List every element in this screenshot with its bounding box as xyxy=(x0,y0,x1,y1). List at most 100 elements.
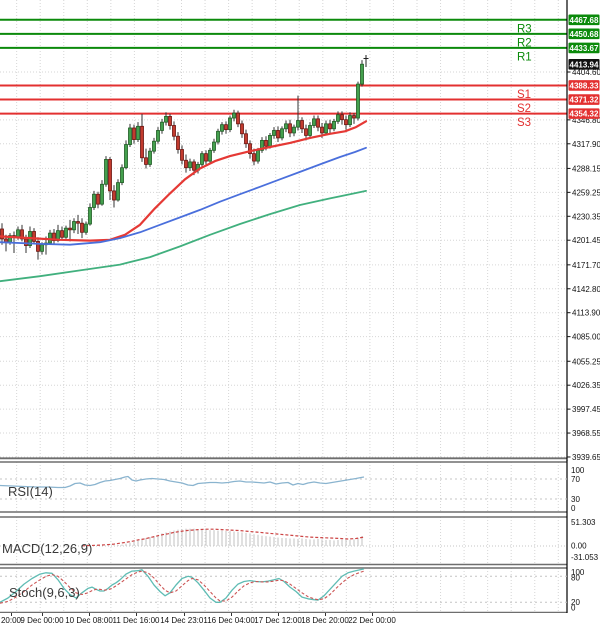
ma-slow-line xyxy=(0,189,367,283)
bear-candle xyxy=(340,114,344,121)
stoch-guides xyxy=(0,575,567,603)
time-axis-label: 9 Dec 00:00 xyxy=(20,616,64,625)
bull-candle xyxy=(208,149,212,162)
time-axis-label: 14 Dec 23:01 xyxy=(160,616,208,625)
bear-candle xyxy=(264,139,268,147)
indicator-tick-label: 20 xyxy=(571,598,580,607)
rsi-line xyxy=(0,475,365,489)
indicator-tick-label: 0 xyxy=(571,604,576,613)
vertical-gridlines xyxy=(16,517,559,565)
bear-candle xyxy=(352,115,356,119)
svg-text:4467.68: 4467.68 xyxy=(570,16,599,25)
price-tick-label: 4317.90 xyxy=(572,140,600,149)
indicator-tick-label: 100 xyxy=(571,466,585,475)
bull-candle xyxy=(216,130,220,143)
indicator-tick-label: 30 xyxy=(571,495,580,504)
ma-mid-line xyxy=(0,146,367,246)
bull-candle xyxy=(100,183,104,205)
level-label-r1: R1 xyxy=(517,51,532,63)
bull-candle xyxy=(284,123,288,130)
stoch-k-line xyxy=(0,568,365,603)
bear-candle xyxy=(192,161,196,171)
time-axis-label: 17 Dec 12:00 xyxy=(254,616,302,625)
time-axis[interactable]: 20:00 9 Dec 00:00 10 Dec 08:00 11 Dec 16:00… xyxy=(0,613,600,629)
panel-borders xyxy=(0,461,567,513)
bear-candle xyxy=(172,125,176,137)
bull-candle xyxy=(308,125,312,136)
time-axis-tick xyxy=(278,613,279,616)
stochastic-panel[interactable]: 100 80 20 0 Stoch(9,6,3) xyxy=(0,567,600,614)
bear-candle xyxy=(144,157,148,165)
indicator-tick-label: 51.303 xyxy=(571,518,596,527)
bear-candle xyxy=(180,149,184,161)
price-tick-label: 3939.65 xyxy=(572,453,600,461)
vertical-gridlines xyxy=(16,0,559,458)
bear-candle xyxy=(248,143,252,155)
indicator-axis-labels: 51.303 0.00 -31.053 xyxy=(571,518,599,562)
candles-layer xyxy=(0,60,364,260)
indicator-tick-label: 0.00 xyxy=(571,542,587,551)
bull-candle xyxy=(148,150,152,165)
price-tick-label: 4142.80 xyxy=(572,285,600,294)
bull-candle xyxy=(280,128,284,139)
bear-candle xyxy=(288,123,292,134)
rsi-panel[interactable]: 100 70 30 0 RSI(14) xyxy=(0,460,600,515)
bear-candle xyxy=(32,231,36,242)
bear-candle xyxy=(24,238,28,246)
bear-candle xyxy=(168,115,172,126)
bull-candle xyxy=(120,167,124,184)
svg-text:4388.33: 4388.33 xyxy=(570,82,599,91)
price-tick-label: 3997.45 xyxy=(572,405,600,414)
bull-candle xyxy=(84,223,88,233)
rsi-guides xyxy=(0,478,567,500)
bear-candle xyxy=(140,125,144,159)
bear-candle xyxy=(20,229,24,240)
bull-candle xyxy=(268,135,272,147)
ma-fast-line xyxy=(0,120,368,242)
price-tick-label: 4113.90 xyxy=(572,309,600,318)
price-panel[interactable]: R3 R2 R1 S1 S2 S3 4404.60 4346.80 4317.90 4288.15… xyxy=(0,0,600,461)
price-axis-labels: 4404.60 4346.80 4317.90 4288.15 4259.25 4230.… xyxy=(567,68,600,461)
bear-candle xyxy=(36,241,40,252)
bull-candle xyxy=(212,141,216,151)
indicator-tick-label: 100 xyxy=(571,568,585,577)
bull-candle xyxy=(124,144,128,169)
price-badge-s2: 4371.32 xyxy=(568,94,600,105)
bull-candle xyxy=(160,121,164,131)
bull-candle xyxy=(72,221,76,231)
macd-chart-svg[interactable]: 51.303 0.00 -31.053 xyxy=(0,515,600,567)
bull-candle xyxy=(332,120,336,130)
macd-histogram xyxy=(113,528,363,546)
bear-candle xyxy=(304,128,308,136)
macd-panel[interactable]: 51.303 0.00 -31.053 MACD(12,26,9) xyxy=(0,515,600,567)
bear-candle xyxy=(0,228,4,240)
bear-candle xyxy=(96,193,100,205)
price-tick-label: 4288.15 xyxy=(572,164,600,173)
bear-candle xyxy=(176,135,180,150)
time-axis-label: 16 Dec 04:00 xyxy=(207,616,255,625)
price-badge-s1: 4388.33 xyxy=(568,80,600,91)
bull-candle xyxy=(64,227,68,238)
panel-borders xyxy=(0,567,567,614)
bull-candle xyxy=(92,193,96,208)
bear-candle xyxy=(240,123,244,135)
bear-candle xyxy=(316,118,320,128)
bull-candle xyxy=(292,126,296,134)
bull-candle xyxy=(220,124,224,132)
bull-candle xyxy=(104,159,108,185)
price-tick-label: 4230.35 xyxy=(572,212,600,221)
bear-candle xyxy=(76,221,80,224)
price-level-badges: 4467.68 4450.68 4433.67 4388.33 4371.32 4354.… xyxy=(568,14,600,119)
price-chart-svg[interactable]: R3 R2 R1 S1 S2 S3 4404.60 4346.80 4317.90 4288.15… xyxy=(0,0,600,461)
bear-candle xyxy=(320,126,324,134)
bull-candle xyxy=(136,125,140,140)
bull-candle xyxy=(296,120,300,128)
bull-candle xyxy=(336,114,340,122)
bear-candle xyxy=(68,227,72,231)
level-label-s3: S3 xyxy=(517,117,531,129)
bull-candle xyxy=(260,139,264,151)
